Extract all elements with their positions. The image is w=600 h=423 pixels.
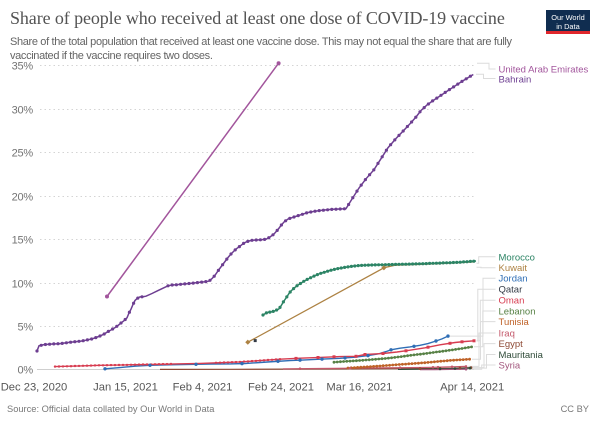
svg-text:Jordan: Jordan: [499, 274, 528, 285]
svg-text:Oman: Oman: [499, 296, 525, 307]
svg-text:20%: 20%: [12, 191, 34, 203]
svg-text:Tunisia: Tunisia: [499, 317, 530, 328]
svg-text:Apr 14, 2021: Apr 14, 2021: [440, 382, 504, 394]
svg-text:0%: 0%: [18, 364, 34, 376]
svg-text:5%: 5%: [18, 321, 34, 333]
svg-text:Egypt: Egypt: [499, 339, 524, 350]
svg-text:35%: 35%: [12, 60, 34, 72]
svg-text:Syria: Syria: [499, 360, 521, 371]
svg-text:Kuwait: Kuwait: [499, 263, 528, 274]
svg-text:15%: 15%: [12, 234, 34, 246]
svg-text:United Arab Emirates: United Arab Emirates: [499, 64, 589, 75]
svg-text:Iraq: Iraq: [499, 328, 515, 339]
svg-text:Bahrain: Bahrain: [499, 74, 532, 85]
svg-text:Mauritania: Mauritania: [499, 350, 544, 361]
svg-text:Lebanon: Lebanon: [499, 306, 536, 317]
svg-text:Feb 24, 2021: Feb 24, 2021: [248, 382, 314, 394]
svg-text:25%: 25%: [12, 147, 34, 159]
svg-text:Feb 4, 2021: Feb 4, 2021: [173, 382, 233, 394]
svg-text:Morocco: Morocco: [499, 252, 535, 263]
svg-text:Qatar: Qatar: [499, 285, 523, 296]
svg-text:Dec 23, 2020: Dec 23, 2020: [1, 382, 68, 394]
svg-text:30%: 30%: [12, 104, 34, 116]
svg-text:Jan 15, 2021: Jan 15, 2021: [93, 382, 158, 394]
svg-text:10%: 10%: [12, 278, 34, 290]
svg-text:Mar 16, 2021: Mar 16, 2021: [326, 382, 392, 394]
